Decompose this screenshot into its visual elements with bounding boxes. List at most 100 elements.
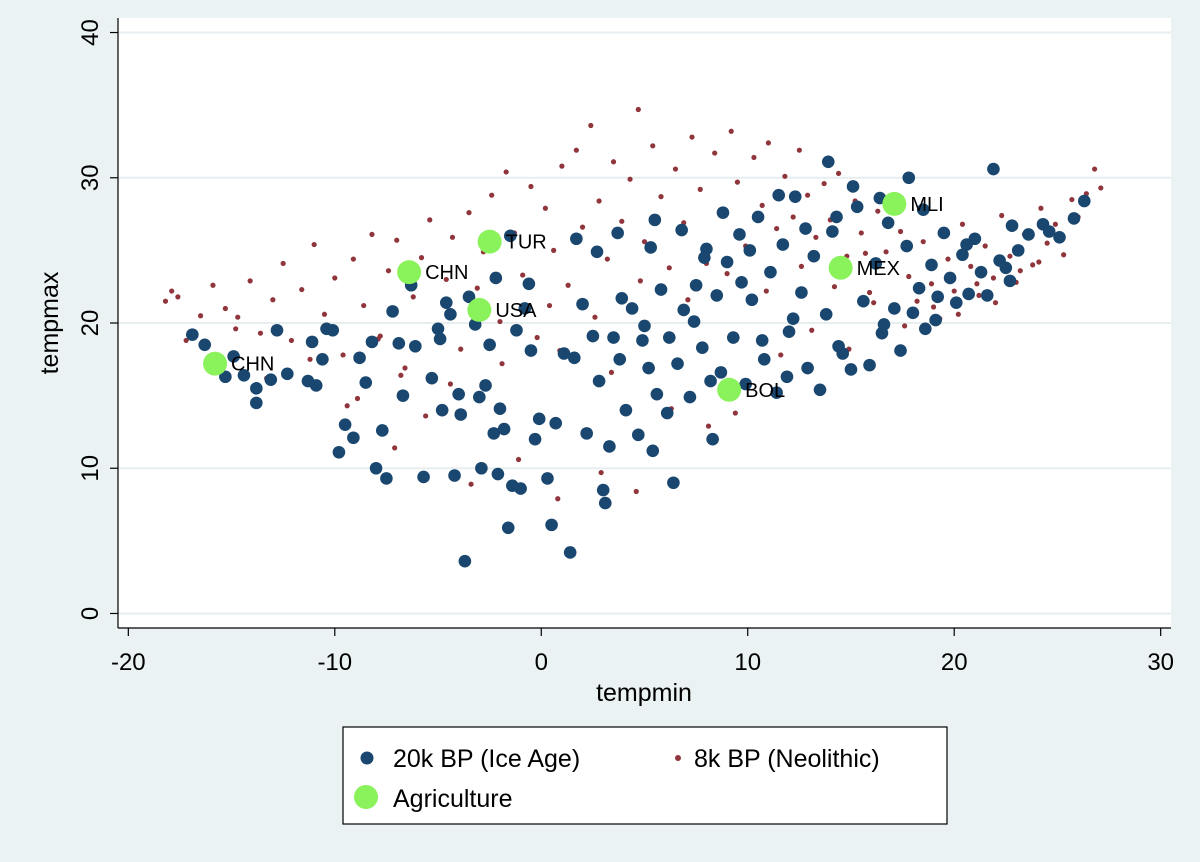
neolithic-point (280, 260, 286, 267)
ice-age-point (943, 271, 957, 285)
neolithic-point (728, 128, 734, 134)
neolithic-point (805, 192, 811, 198)
ice-age-point (739, 377, 752, 391)
neolithic-point (183, 337, 189, 344)
ice-age-point (518, 302, 532, 315)
neolithic-point (474, 285, 480, 291)
agriculture-point (828, 255, 853, 280)
ice-age-point (219, 370, 232, 384)
ice-age-point (326, 323, 340, 337)
ice-age-point (632, 428, 645, 442)
y-ticks: 0 10 20 30 40 (77, 19, 118, 620)
ice-age-point (671, 357, 684, 370)
ice-age-point (186, 328, 199, 341)
neolithic-point (982, 243, 988, 249)
ice-age-point (745, 293, 759, 307)
neolithic-point (354, 395, 361, 402)
neolithic-point (831, 284, 838, 290)
ice-age-point (563, 546, 577, 559)
ice-age-point (592, 374, 606, 388)
ice-age-point (662, 331, 676, 344)
ice-age-point (611, 226, 624, 240)
neolithic-point (528, 183, 534, 190)
neolithic-point (551, 247, 557, 253)
neolithic-point (443, 276, 449, 283)
ice-age-point (755, 334, 769, 347)
ice-age-point (305, 335, 319, 349)
neolithic-point (169, 288, 175, 294)
ice-age-point (716, 206, 730, 219)
ice-age-point (510, 323, 523, 337)
neolithic-point (468, 481, 474, 487)
neolithic-point (883, 249, 889, 255)
neolithic-point (920, 239, 926, 245)
neolithic-point (489, 192, 495, 198)
neolithic-point (608, 369, 615, 375)
neolithic-point (968, 263, 974, 269)
ice-age-point (726, 331, 740, 344)
neolithic-point (906, 273, 912, 280)
ice-age-point (906, 306, 920, 320)
ice-age-point (514, 482, 527, 495)
ice-age-point (660, 406, 674, 420)
neolithic-point (458, 346, 464, 352)
neolithic-point (247, 278, 253, 284)
neolithic-point (499, 361, 505, 367)
x-tick-label: 0 (535, 649, 548, 676)
neolithic-point (555, 496, 561, 502)
ice-age-point (493, 402, 507, 415)
ice-age-point (250, 382, 263, 395)
ice-age-point (353, 351, 366, 365)
ice-age-point (487, 427, 501, 440)
neolithic-point (534, 334, 540, 341)
neolithic-point (999, 212, 1005, 219)
ice-age-point (743, 244, 757, 257)
ice-age-point (375, 424, 389, 437)
neolithic-point (1098, 185, 1104, 191)
neolithic-point (449, 234, 456, 240)
neolithic-point (866, 289, 873, 296)
legend-marker-neolithic (675, 755, 681, 761)
ice-age-point (830, 210, 843, 224)
ice-age-point (613, 353, 627, 366)
x-ticks: -20 -10 0 10 20 30 (111, 628, 1174, 676)
ice-age-point (807, 249, 821, 263)
neolithic-point (559, 163, 565, 169)
neolithic-point (871, 300, 877, 306)
ice-age-point (757, 353, 771, 366)
neolithic-point (398, 372, 404, 378)
ice-age-point (667, 476, 680, 490)
neolithic-point (1036, 259, 1042, 265)
ice-age-point (1042, 225, 1056, 238)
neolithic-point (596, 198, 602, 204)
agriculture-point-label: MEX (857, 258, 900, 280)
ice-age-point (338, 418, 352, 431)
agriculture-point-label: CHN (231, 354, 274, 376)
y-tick-label: 40 (77, 19, 104, 46)
neolithic-point (759, 202, 765, 208)
ice-age-point (435, 403, 449, 417)
ice-age-point (751, 210, 765, 224)
ice-age-point (675, 223, 688, 237)
x-tick-label: -20 (111, 649, 146, 676)
ice-age-point (980, 289, 994, 302)
legend-marker-agriculture (354, 785, 378, 809)
neolithic-point (1061, 252, 1067, 258)
ice-age-point (1022, 228, 1035, 241)
x-tick-label: 20 (941, 649, 968, 676)
ice-age-point (462, 290, 476, 304)
ice-age-point (369, 461, 383, 475)
neolithic-point (619, 218, 625, 224)
neolithic-point (1007, 253, 1013, 259)
legend-label-agriculture: Agriculture (393, 785, 513, 813)
ice-age-point (448, 469, 461, 482)
neolithic-point (914, 298, 920, 304)
ice-age-point (689, 278, 703, 292)
legend-label-ice-age: 20k BP (Ice Age) (393, 745, 580, 773)
ice-age-point (733, 228, 746, 241)
ice-age-point (1011, 244, 1025, 257)
ice-age-point (683, 390, 697, 404)
ice-age-point (489, 271, 503, 285)
ice-age-point (642, 361, 655, 375)
ice-age-point (677, 303, 691, 317)
